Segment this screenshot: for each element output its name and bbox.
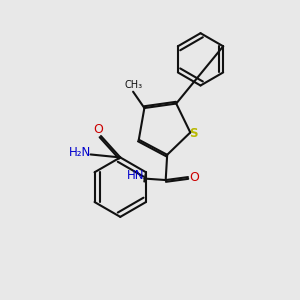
Text: CH₃: CH₃ [124, 80, 142, 90]
Text: S: S [190, 128, 198, 140]
Text: O: O [190, 171, 200, 184]
Text: O: O [94, 123, 103, 136]
Text: HN: HN [127, 169, 145, 182]
Text: H₂N: H₂N [69, 146, 91, 160]
